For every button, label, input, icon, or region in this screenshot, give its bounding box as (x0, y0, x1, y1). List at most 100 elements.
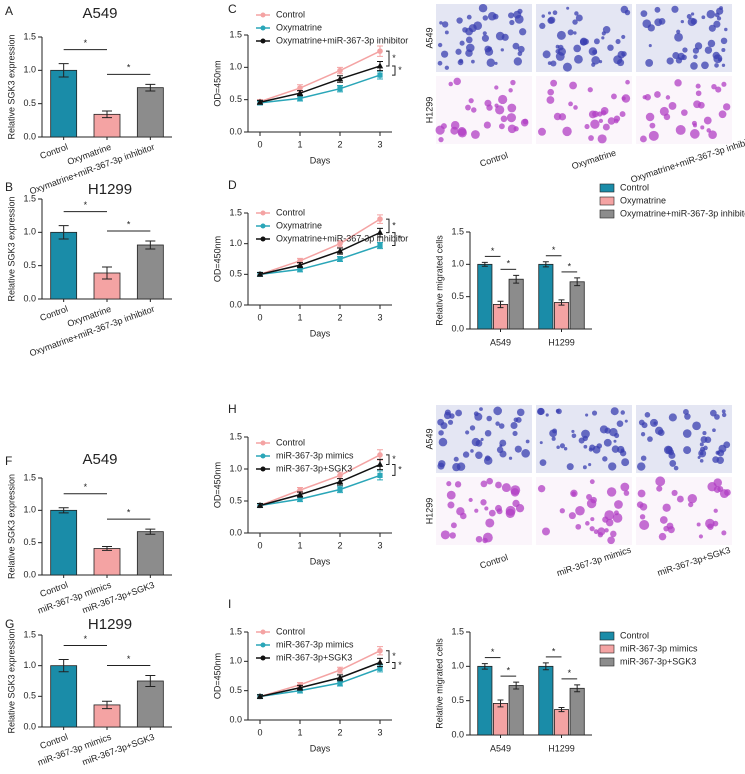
y-tick-label: 1.5 (229, 207, 242, 217)
cell (438, 437, 448, 447)
cell (563, 446, 568, 451)
chart-title: A549 (82, 5, 117, 22)
cell (553, 112, 562, 121)
cell (584, 124, 590, 130)
legend-label: Control (276, 437, 305, 447)
cell (471, 130, 480, 139)
error-bar (481, 663, 488, 670)
significance: * (127, 654, 131, 664)
marker (337, 86, 343, 92)
row-label: H1299 (424, 97, 434, 124)
cell (684, 413, 691, 420)
cell (439, 21, 443, 25)
cell (674, 32, 683, 42)
marker (376, 229, 384, 235)
cell (625, 79, 630, 85)
cell (473, 411, 479, 417)
chart-title: A549 (82, 451, 117, 468)
significance: * (491, 647, 495, 657)
cell (588, 47, 598, 56)
cell (637, 462, 646, 471)
marker (337, 667, 343, 673)
legend-label: Oxymatrine+miR-367-3p inhibitor (276, 35, 408, 45)
cell (724, 489, 731, 496)
significance: * (491, 246, 495, 256)
y-tick-label: 0.0 (23, 293, 36, 303)
cell (471, 59, 475, 64)
cell (639, 514, 646, 520)
y-tick-label: 1.0 (23, 65, 36, 75)
marker (377, 216, 383, 222)
cell (453, 77, 461, 86)
cell (459, 40, 465, 46)
cell (701, 61, 709, 70)
legend-label: Control (620, 630, 649, 640)
cell (508, 12, 515, 19)
cell (440, 530, 450, 540)
panel-label: B (5, 180, 13, 194)
cell (513, 126, 519, 132)
bar (136, 244, 164, 300)
cell (486, 415, 492, 422)
cell (717, 486, 724, 493)
significance: * (127, 219, 131, 229)
cell (482, 537, 488, 544)
cell (698, 449, 707, 458)
cell (612, 513, 623, 523)
y-tick-label: 0.0 (229, 527, 242, 537)
cell (602, 456, 608, 462)
cell (569, 81, 577, 90)
cell (607, 44, 614, 51)
legend-label: miR-367-3p+SGK3 (620, 656, 696, 666)
cell (487, 12, 497, 21)
cell (644, 94, 651, 101)
legend-label: Oxymatrine (276, 220, 322, 230)
significance: * (398, 233, 402, 243)
marker (337, 472, 343, 479)
cell (619, 450, 627, 457)
x-tick-label: 0 (257, 727, 262, 737)
cell (704, 436, 712, 444)
cell (566, 6, 570, 10)
significance-bracket (386, 50, 390, 67)
x-axis-label: Days (310, 556, 331, 566)
cell (699, 459, 704, 463)
marker (377, 48, 383, 54)
cell (486, 477, 493, 485)
legend-marker (260, 453, 266, 459)
cell (721, 47, 726, 53)
cell (514, 445, 522, 453)
error-bar (558, 299, 565, 306)
y-tick-label: 1.0 (23, 227, 36, 237)
cell (707, 523, 714, 530)
error-bar (574, 684, 581, 693)
cell (572, 19, 578, 25)
error-bar (145, 528, 156, 535)
cell (676, 29, 681, 34)
significance-bracket (392, 464, 396, 476)
cell (659, 106, 669, 116)
cell (723, 103, 731, 111)
cell (591, 62, 596, 67)
significance: * (392, 53, 396, 63)
cell (487, 46, 493, 52)
cell (718, 110, 727, 119)
cell (720, 37, 728, 45)
y-tick-label: 1.0 (451, 259, 464, 269)
row-label: A549 (424, 27, 434, 48)
cell (655, 476, 666, 487)
cell (701, 15, 706, 20)
y-axis-label: OD=450nm (212, 236, 222, 282)
bar (569, 281, 585, 330)
cell (697, 456, 701, 460)
error-bar (497, 699, 504, 708)
y-axis-label: Relative SGK3 expression (6, 196, 16, 301)
cell (438, 430, 444, 436)
cell (537, 485, 546, 493)
cell (668, 102, 677, 110)
cell (508, 456, 513, 460)
legend-marker (260, 642, 266, 648)
cell (539, 459, 547, 467)
bar (538, 263, 554, 330)
cell (693, 54, 698, 59)
